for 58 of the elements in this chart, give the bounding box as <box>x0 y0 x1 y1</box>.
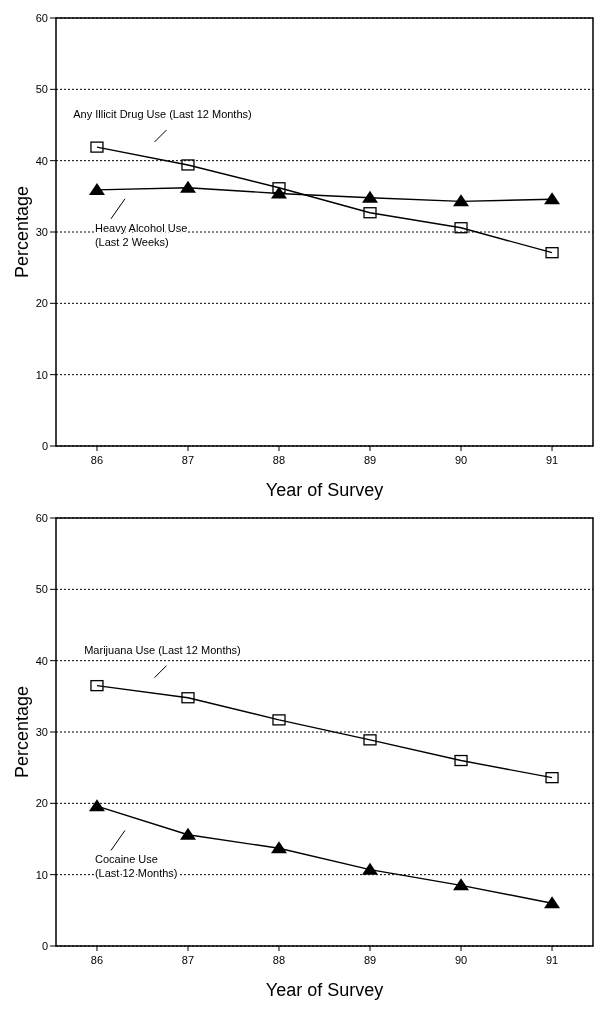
y-tick-label: 50 <box>35 83 48 96</box>
x-tick-label: 91 <box>545 454 559 466</box>
point <box>181 159 195 171</box>
point <box>272 714 286 726</box>
y-axis-title: Percentage <box>12 685 32 779</box>
point <box>454 754 468 767</box>
x-tick-label: 87 <box>181 454 195 466</box>
point <box>181 692 195 704</box>
x-tick-label: 88 <box>272 954 286 966</box>
x-axis-title: Year of Survey <box>265 980 384 1000</box>
point <box>363 207 377 219</box>
point <box>363 734 377 746</box>
point <box>179 180 196 193</box>
point <box>453 194 470 207</box>
point <box>88 182 105 195</box>
x-tick-label: 88 <box>272 454 286 466</box>
point <box>90 679 104 692</box>
text: Marijuana Use (Last 12 Months) <box>84 643 241 656</box>
y-tick-label: 10 <box>35 868 48 881</box>
point <box>90 141 104 153</box>
y-tick-label: 50 <box>35 583 48 596</box>
point <box>88 799 105 812</box>
y-tick-label: 20 <box>35 297 48 310</box>
x-tick-label: 86 <box>90 454 104 466</box>
legend-label: Heavy Alcohol Use (Last 2 Weeks) <box>94 221 188 248</box>
point <box>545 772 559 784</box>
y-tick-label: 60 <box>35 11 48 24</box>
point <box>544 896 561 909</box>
y-tick-label: 20 <box>35 797 48 810</box>
x-tick-label: 89 <box>363 454 377 466</box>
x-tick-label: 89 <box>363 954 377 966</box>
x-tick-label: 90 <box>454 954 468 966</box>
y-tick-label: 40 <box>35 154 48 167</box>
x-tick-label: 87 <box>181 954 195 966</box>
y-tick-label: 0 <box>41 939 48 952</box>
point <box>270 841 287 854</box>
y-tick-label: 60 <box>35 511 48 524</box>
point <box>544 192 561 205</box>
point <box>454 222 468 234</box>
legend-label: Cocaine Use (Last 12 Months) <box>94 853 178 880</box>
x-tick-label: 90 <box>454 454 468 466</box>
point <box>453 878 470 891</box>
y-tick-label: 40 <box>35 654 48 667</box>
point <box>179 827 196 840</box>
text: Any Illicit Drug Use (Last 12 Months) <box>73 108 252 121</box>
point <box>272 182 286 194</box>
y-axis-title: Percentage <box>12 185 32 279</box>
y-tick-label: 30 <box>35 725 48 738</box>
point <box>545 247 559 259</box>
x-axis-title: Year of Survey <box>265 480 384 500</box>
x-tick-label: 86 <box>90 954 104 966</box>
x-tick-label: 91 <box>545 954 559 966</box>
point <box>362 862 379 875</box>
y-tick-label: 30 <box>35 225 48 238</box>
y-tick-label: 0 <box>41 439 48 452</box>
point <box>362 190 379 203</box>
point <box>270 186 287 199</box>
y-tick-label: 10 <box>35 368 48 381</box>
